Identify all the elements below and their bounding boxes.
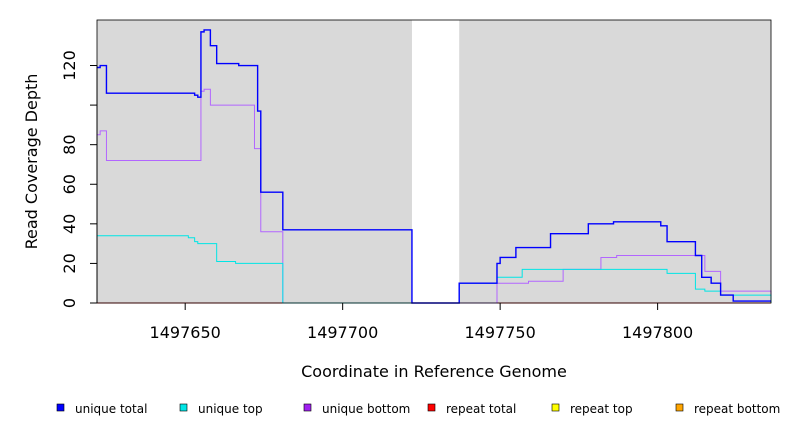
- y-tick-label: 0: [60, 298, 79, 308]
- legend-swatch: [179, 403, 188, 412]
- legend-swatch: [303, 403, 312, 412]
- legend-label: unique total: [75, 402, 147, 416]
- legend-swatch: [56, 403, 65, 412]
- legend-swatch: [551, 403, 560, 412]
- x-tick-label: 1497650: [150, 323, 221, 342]
- x-axis: 1497650 1497700 1497750 1497800: [150, 303, 693, 342]
- x-tick-label: 1497700: [307, 323, 378, 342]
- y-tick-label: 20: [60, 253, 79, 273]
- shaded-region-0: [97, 20, 412, 303]
- y-tick-label: 80: [60, 134, 79, 154]
- x-tick-label: 1497800: [622, 323, 693, 342]
- y-axis: 0 20 40 60 80 120: [60, 50, 98, 308]
- shaded-region-1: [459, 20, 771, 303]
- legend-swatch: [675, 403, 684, 412]
- legend-label: unique top: [198, 402, 263, 416]
- y-tick-label: 60: [60, 174, 79, 194]
- legend: unique total unique top unique bottom repea…: [56, 402, 780, 416]
- y-tick-label: 40: [60, 214, 79, 234]
- legend-label: repeat top: [570, 402, 633, 416]
- legend-label: repeat bottom: [694, 402, 780, 416]
- legend-swatch: [427, 403, 436, 412]
- y-tick-label: 120: [60, 50, 79, 81]
- shaded-regions: [97, 20, 771, 303]
- x-tick-label: 1497750: [465, 323, 536, 342]
- legend-label: repeat total: [446, 402, 516, 416]
- x-axis-title: Coordinate in Reference Genome: [301, 362, 567, 381]
- y-axis-title: Read Coverage Depth: [22, 74, 41, 250]
- legend-label: unique bottom: [322, 402, 410, 416]
